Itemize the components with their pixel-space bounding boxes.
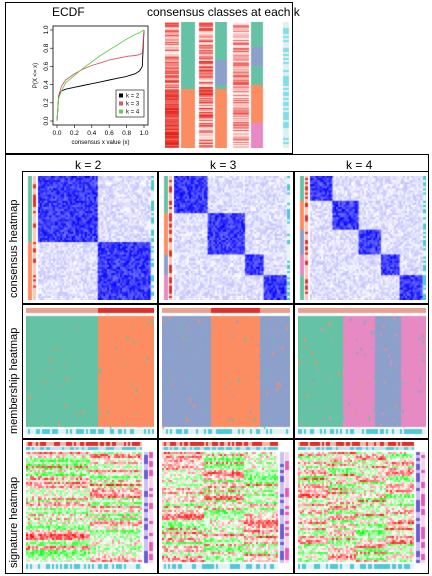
ecdf-title: ECDF <box>52 5 85 19</box>
consensus-heatmap-k4 <box>298 176 426 300</box>
x-tick-label: 0.8 <box>122 130 131 137</box>
x-tick-label: 0.4 <box>87 130 96 137</box>
legend-swatch <box>119 93 123 98</box>
membership-heatmap-k4 <box>298 308 426 435</box>
y-tick-label: 0.0 <box>43 116 50 125</box>
row-label-signature: signature heatmap <box>8 476 20 568</box>
consensus-classes-heatmap <box>165 22 291 148</box>
legend-swatch <box>119 101 123 106</box>
legend-swatch <box>119 109 123 114</box>
row-label-membership: membership heatmap <box>8 327 20 434</box>
membership-heatmap-k3 <box>162 308 290 435</box>
consensus-heatmap-k2 <box>26 176 154 300</box>
x-tick-label: 0.6 <box>105 130 114 137</box>
consensus-classes-title: consensus classes at each k <box>147 5 300 19</box>
ecdf-line-2 <box>56 29 145 122</box>
y-tick-label: 0.2 <box>43 98 50 107</box>
column-label-k2: k = 2 <box>75 158 102 172</box>
row-label-consensus: consensus heatmap <box>8 199 20 298</box>
membership-heatmap-k2 <box>26 308 154 435</box>
legend-label: k = 2 <box>126 94 140 100</box>
signature-heatmap-k4 <box>298 442 426 570</box>
y-tick-label: 0.4 <box>43 80 50 89</box>
x-tick-label: 0.0 <box>52 130 61 137</box>
y-tick-label: 0.8 <box>43 43 50 52</box>
signature-heatmap-k2 <box>26 442 154 570</box>
signature-heatmap-k3 <box>162 442 290 570</box>
legend-label: k = 3 <box>126 102 140 108</box>
y-tick-label: 0.6 <box>43 62 50 71</box>
column-label-k4: k = 4 <box>346 158 373 172</box>
ecdf-plot-box <box>52 25 149 126</box>
x-tick-label: 1.0 <box>139 130 148 137</box>
ecdf-line-4 <box>56 29 145 122</box>
column-label-k3: k = 3 <box>210 158 237 172</box>
legend-label: k = 4 <box>126 110 140 116</box>
x-tick-label: 0.2 <box>70 130 79 137</box>
y-tick-label: 1.0 <box>43 25 50 34</box>
y-axis-label: P(X <= x) <box>33 63 39 88</box>
ecdf-line-3 <box>56 29 145 122</box>
x-axis-label: consensus x value (x) <box>71 140 129 146</box>
consensus-heatmap-k3 <box>162 176 290 300</box>
